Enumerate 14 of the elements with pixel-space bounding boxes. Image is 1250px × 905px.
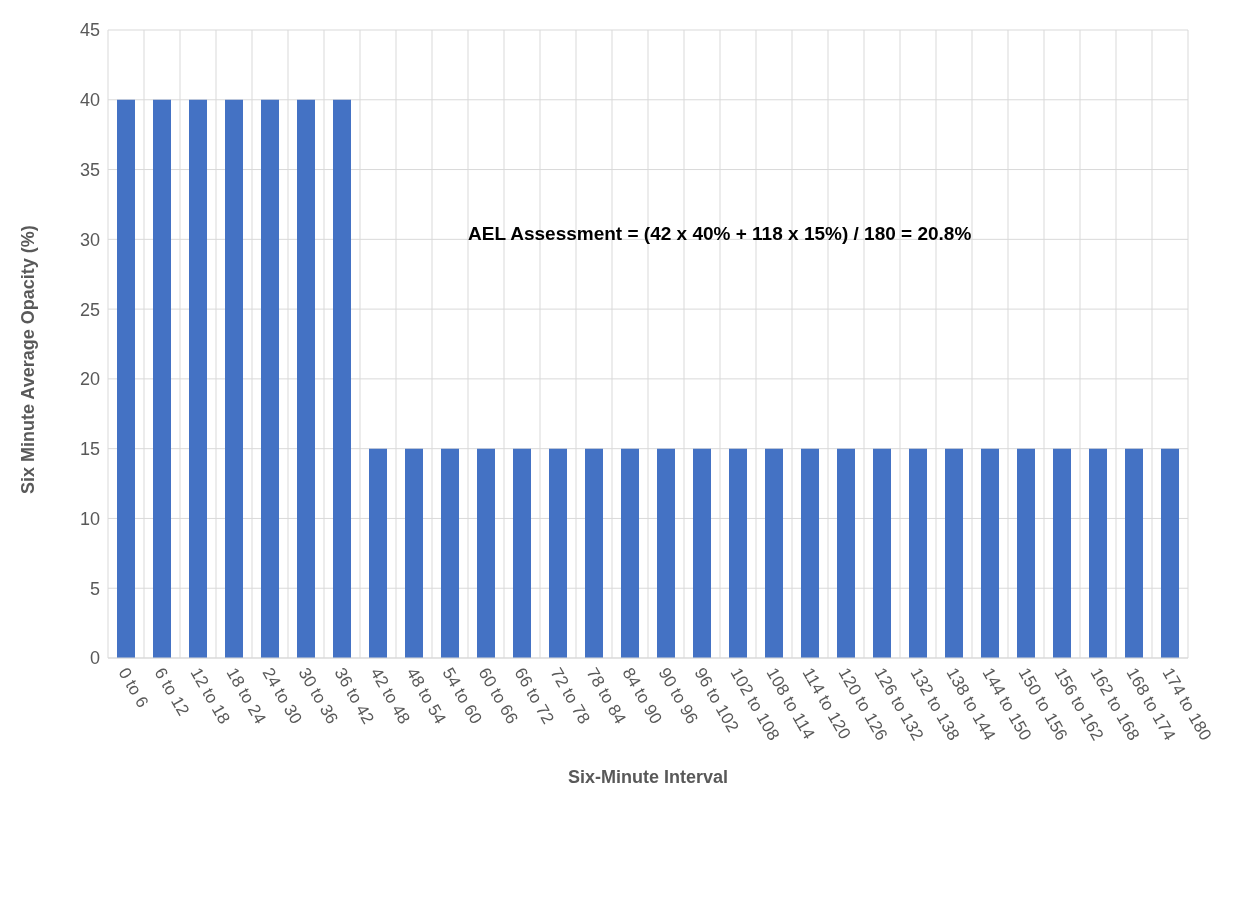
x-tick-label: 0 to 6 — [114, 664, 153, 711]
y-tick-label: 10 — [79, 508, 100, 529]
y-tick-label: 30 — [79, 229, 100, 250]
x-axis-title: Six-Minute Interval — [567, 767, 729, 787]
y-tick-label: 35 — [79, 159, 100, 180]
y-tick-label: 40 — [79, 90, 100, 111]
y-tick-label: 45 — [79, 20, 100, 41]
y-tick-label: 5 — [89, 578, 100, 599]
y-tick-label: 0 — [89, 648, 100, 669]
y-axis-title: Six Minute Average Opacity (%) — [18, 225, 39, 494]
y-tick-label: 15 — [79, 439, 100, 460]
y-tick-label: 25 — [79, 299, 100, 320]
annotation: AEL Assessment = (42 x 40% + 118 x 15%) / 180 = 20.8% — [468, 223, 972, 245]
y-tick-label: 20 — [79, 369, 100, 390]
